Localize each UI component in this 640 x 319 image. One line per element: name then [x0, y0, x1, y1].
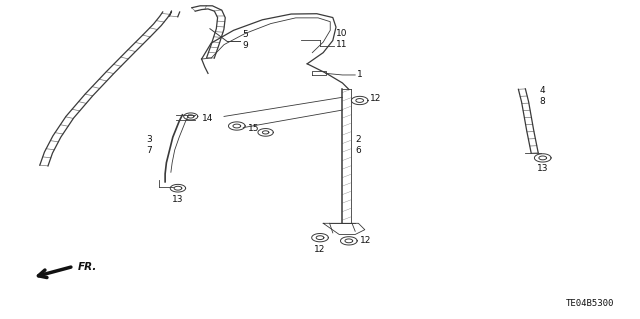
Text: TE04B5300: TE04B5300: [566, 299, 614, 308]
Text: 1: 1: [357, 70, 363, 78]
Text: 10
11: 10 11: [336, 29, 348, 49]
Text: 12: 12: [370, 94, 381, 103]
Text: 4
8: 4 8: [540, 85, 545, 106]
Text: 5
9: 5 9: [242, 30, 248, 50]
Text: 12: 12: [360, 236, 371, 245]
Text: 13: 13: [172, 195, 184, 204]
Text: 3
7: 3 7: [147, 135, 152, 155]
Text: 13: 13: [537, 164, 548, 173]
Text: 12: 12: [314, 245, 326, 254]
Text: 14: 14: [202, 114, 213, 123]
Text: 15: 15: [248, 124, 260, 133]
Text: 2
6: 2 6: [355, 135, 361, 155]
Text: FR.: FR.: [78, 262, 97, 272]
